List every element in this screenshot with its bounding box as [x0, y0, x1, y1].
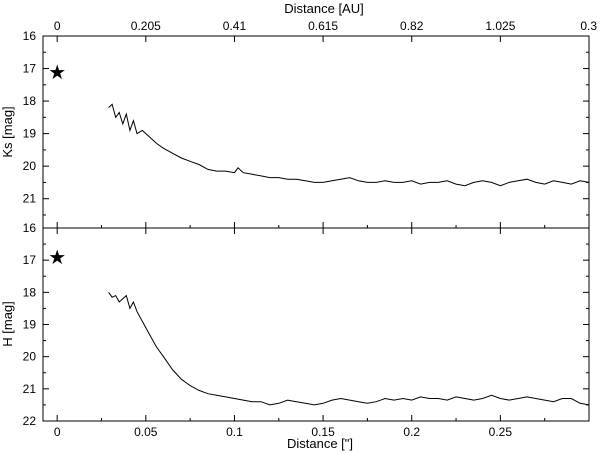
h-panel: 16 17 18 19 20 21 22 H [mag] ★: [0, 221, 590, 428]
ks-star-icon: ★: [48, 60, 66, 84]
y-tick-label: 21: [23, 382, 37, 396]
bottom-tick-label: 0.05: [134, 425, 158, 439]
ks-x-ticks: [56, 222, 546, 228]
y-tick-label: 16: [23, 29, 37, 43]
ks-y-axis-label: Ks [mag]: [0, 106, 15, 157]
y-tick-label: 21: [23, 192, 37, 206]
h-series-line: [108, 292, 590, 406]
bottom-tick-label: 0: [54, 425, 61, 439]
bottom-axis-label: Distance ["]: [287, 436, 353, 451]
y-tick-label: 19: [23, 318, 37, 332]
top-axis-ticks: 0 0.205 0.41 0.615 0.82 1.025 0.3: [54, 19, 597, 42]
y-tick-label: 17: [23, 253, 37, 267]
bottom-tick-label: 0.25: [489, 425, 513, 439]
top-tick-label: 0: [54, 19, 61, 33]
y-tick-label: 20: [23, 350, 37, 364]
ks-panel: 16 17 18 19 20 21 Ks [mag] ★: [0, 29, 590, 229]
y-tick-label: 16: [23, 221, 37, 235]
ks-series-line: [108, 103, 590, 187]
y-tick-label: 22: [23, 414, 37, 428]
top-tick-label: 0.41: [223, 19, 247, 33]
ks-y-ticks: 16 17 18 19 20 21: [23, 29, 589, 216]
bottom-tick-label: 0.1: [226, 425, 243, 439]
top-tick-label: 0.3: [580, 19, 597, 33]
bottom-tick-label: 0.15: [311, 425, 335, 439]
y-tick-label: 19: [23, 127, 37, 141]
y-tick-label: 18: [23, 285, 37, 299]
top-tick-label: 0.615: [308, 19, 338, 33]
h-panel-frame: [42, 227, 590, 422]
top-tick-label: 0.205: [131, 19, 161, 33]
bottom-tick-label: 0.2: [403, 425, 420, 439]
bottom-axis-ticks: 0 0.05 0.1 0.15 0.2 0.25: [54, 425, 513, 439]
top-axis-label: Distance [AU]: [284, 1, 363, 16]
top-axis-title: Distance [AU]: [284, 1, 363, 16]
y-tick-label: 20: [23, 159, 37, 173]
h-y-axis-label: H [mag]: [0, 301, 15, 347]
ks-panel-frame: [42, 35, 590, 229]
h-star-icon: ★: [48, 245, 66, 269]
top-tick-label: 0.82: [400, 19, 424, 33]
y-tick-label: 18: [23, 94, 37, 108]
h-y-ticks: 16 17 18 19 20 21 22: [23, 221, 589, 428]
h-x-ticks: [56, 228, 546, 421]
y-tick-label: 17: [23, 62, 37, 76]
top-tick-label: 1.025: [485, 19, 515, 33]
